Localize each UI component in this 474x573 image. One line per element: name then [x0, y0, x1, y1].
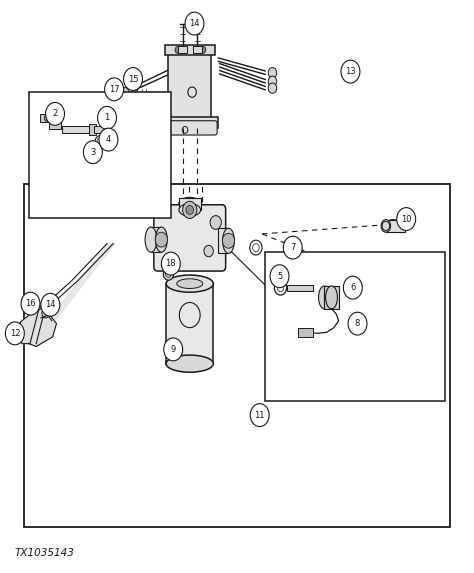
- Text: 17: 17: [109, 85, 119, 94]
- Text: 6: 6: [350, 283, 356, 292]
- Circle shape: [163, 268, 173, 280]
- Ellipse shape: [385, 219, 401, 232]
- Text: 7: 7: [290, 243, 295, 252]
- Bar: [168, 52, 211, 121]
- Circle shape: [343, 276, 362, 299]
- Bar: [386, 219, 405, 232]
- Bar: [193, 46, 201, 53]
- Bar: [29, 92, 171, 218]
- Circle shape: [105, 78, 124, 101]
- Bar: [24, 183, 450, 527]
- Bar: [165, 45, 215, 55]
- Text: 15: 15: [128, 74, 138, 84]
- Circle shape: [121, 88, 129, 97]
- Bar: [218, 228, 228, 253]
- FancyBboxPatch shape: [163, 121, 217, 135]
- Circle shape: [83, 141, 102, 164]
- Circle shape: [16, 331, 23, 340]
- Text: 2: 2: [53, 109, 58, 119]
- Circle shape: [268, 76, 277, 87]
- Ellipse shape: [177, 279, 203, 288]
- Ellipse shape: [223, 228, 235, 253]
- Text: 3: 3: [90, 148, 96, 156]
- Ellipse shape: [381, 219, 391, 232]
- Text: 8: 8: [355, 319, 360, 328]
- Text: 14: 14: [189, 19, 200, 28]
- Text: 4: 4: [106, 135, 111, 144]
- Bar: [94, 126, 105, 133]
- FancyBboxPatch shape: [154, 205, 226, 271]
- Ellipse shape: [155, 227, 167, 252]
- Bar: [179, 198, 201, 210]
- Circle shape: [222, 233, 235, 248]
- Circle shape: [21, 292, 40, 315]
- Ellipse shape: [166, 275, 213, 292]
- Text: 1: 1: [104, 113, 109, 123]
- Circle shape: [164, 338, 182, 361]
- Circle shape: [341, 60, 360, 83]
- Circle shape: [210, 215, 221, 229]
- Text: TX1035143: TX1035143: [15, 548, 75, 558]
- Polygon shape: [18, 305, 56, 347]
- Text: 12: 12: [9, 329, 20, 338]
- Circle shape: [155, 232, 167, 247]
- Circle shape: [186, 205, 193, 214]
- Text: 16: 16: [25, 299, 36, 308]
- Ellipse shape: [145, 227, 157, 252]
- Circle shape: [46, 103, 64, 125]
- Circle shape: [250, 404, 269, 426]
- Ellipse shape: [319, 286, 330, 309]
- Circle shape: [270, 265, 289, 288]
- Circle shape: [200, 46, 206, 53]
- Circle shape: [175, 46, 181, 53]
- Ellipse shape: [166, 355, 213, 372]
- Bar: [299, 328, 313, 337]
- Ellipse shape: [179, 197, 201, 210]
- Circle shape: [99, 128, 118, 151]
- Circle shape: [5, 322, 24, 345]
- Circle shape: [124, 68, 143, 91]
- Circle shape: [41, 293, 60, 316]
- Ellipse shape: [326, 286, 337, 309]
- Circle shape: [98, 107, 117, 129]
- Bar: [40, 114, 51, 122]
- Bar: [49, 121, 61, 129]
- Bar: [178, 46, 187, 53]
- Text: 10: 10: [401, 214, 411, 223]
- Ellipse shape: [179, 203, 201, 216]
- Bar: [151, 227, 161, 252]
- Circle shape: [161, 252, 180, 275]
- Circle shape: [131, 80, 140, 91]
- Circle shape: [397, 207, 416, 230]
- Text: 5: 5: [277, 272, 282, 281]
- Text: 14: 14: [45, 300, 55, 309]
- Circle shape: [42, 309, 49, 318]
- Circle shape: [182, 201, 197, 218]
- Bar: [166, 284, 213, 364]
- Text: 13: 13: [345, 67, 356, 76]
- Text: 9: 9: [171, 345, 176, 354]
- Circle shape: [268, 83, 277, 93]
- Circle shape: [185, 12, 204, 35]
- Circle shape: [121, 96, 129, 105]
- Circle shape: [44, 115, 50, 121]
- Circle shape: [204, 245, 213, 257]
- Bar: [324, 286, 338, 309]
- Bar: [62, 126, 91, 134]
- Bar: [287, 285, 313, 291]
- Text: 18: 18: [165, 259, 176, 268]
- Bar: [161, 117, 218, 128]
- Circle shape: [268, 68, 277, 78]
- Bar: [89, 124, 96, 135]
- Bar: [265, 252, 445, 401]
- Text: 11: 11: [255, 411, 265, 419]
- Circle shape: [283, 236, 302, 259]
- Circle shape: [348, 312, 367, 335]
